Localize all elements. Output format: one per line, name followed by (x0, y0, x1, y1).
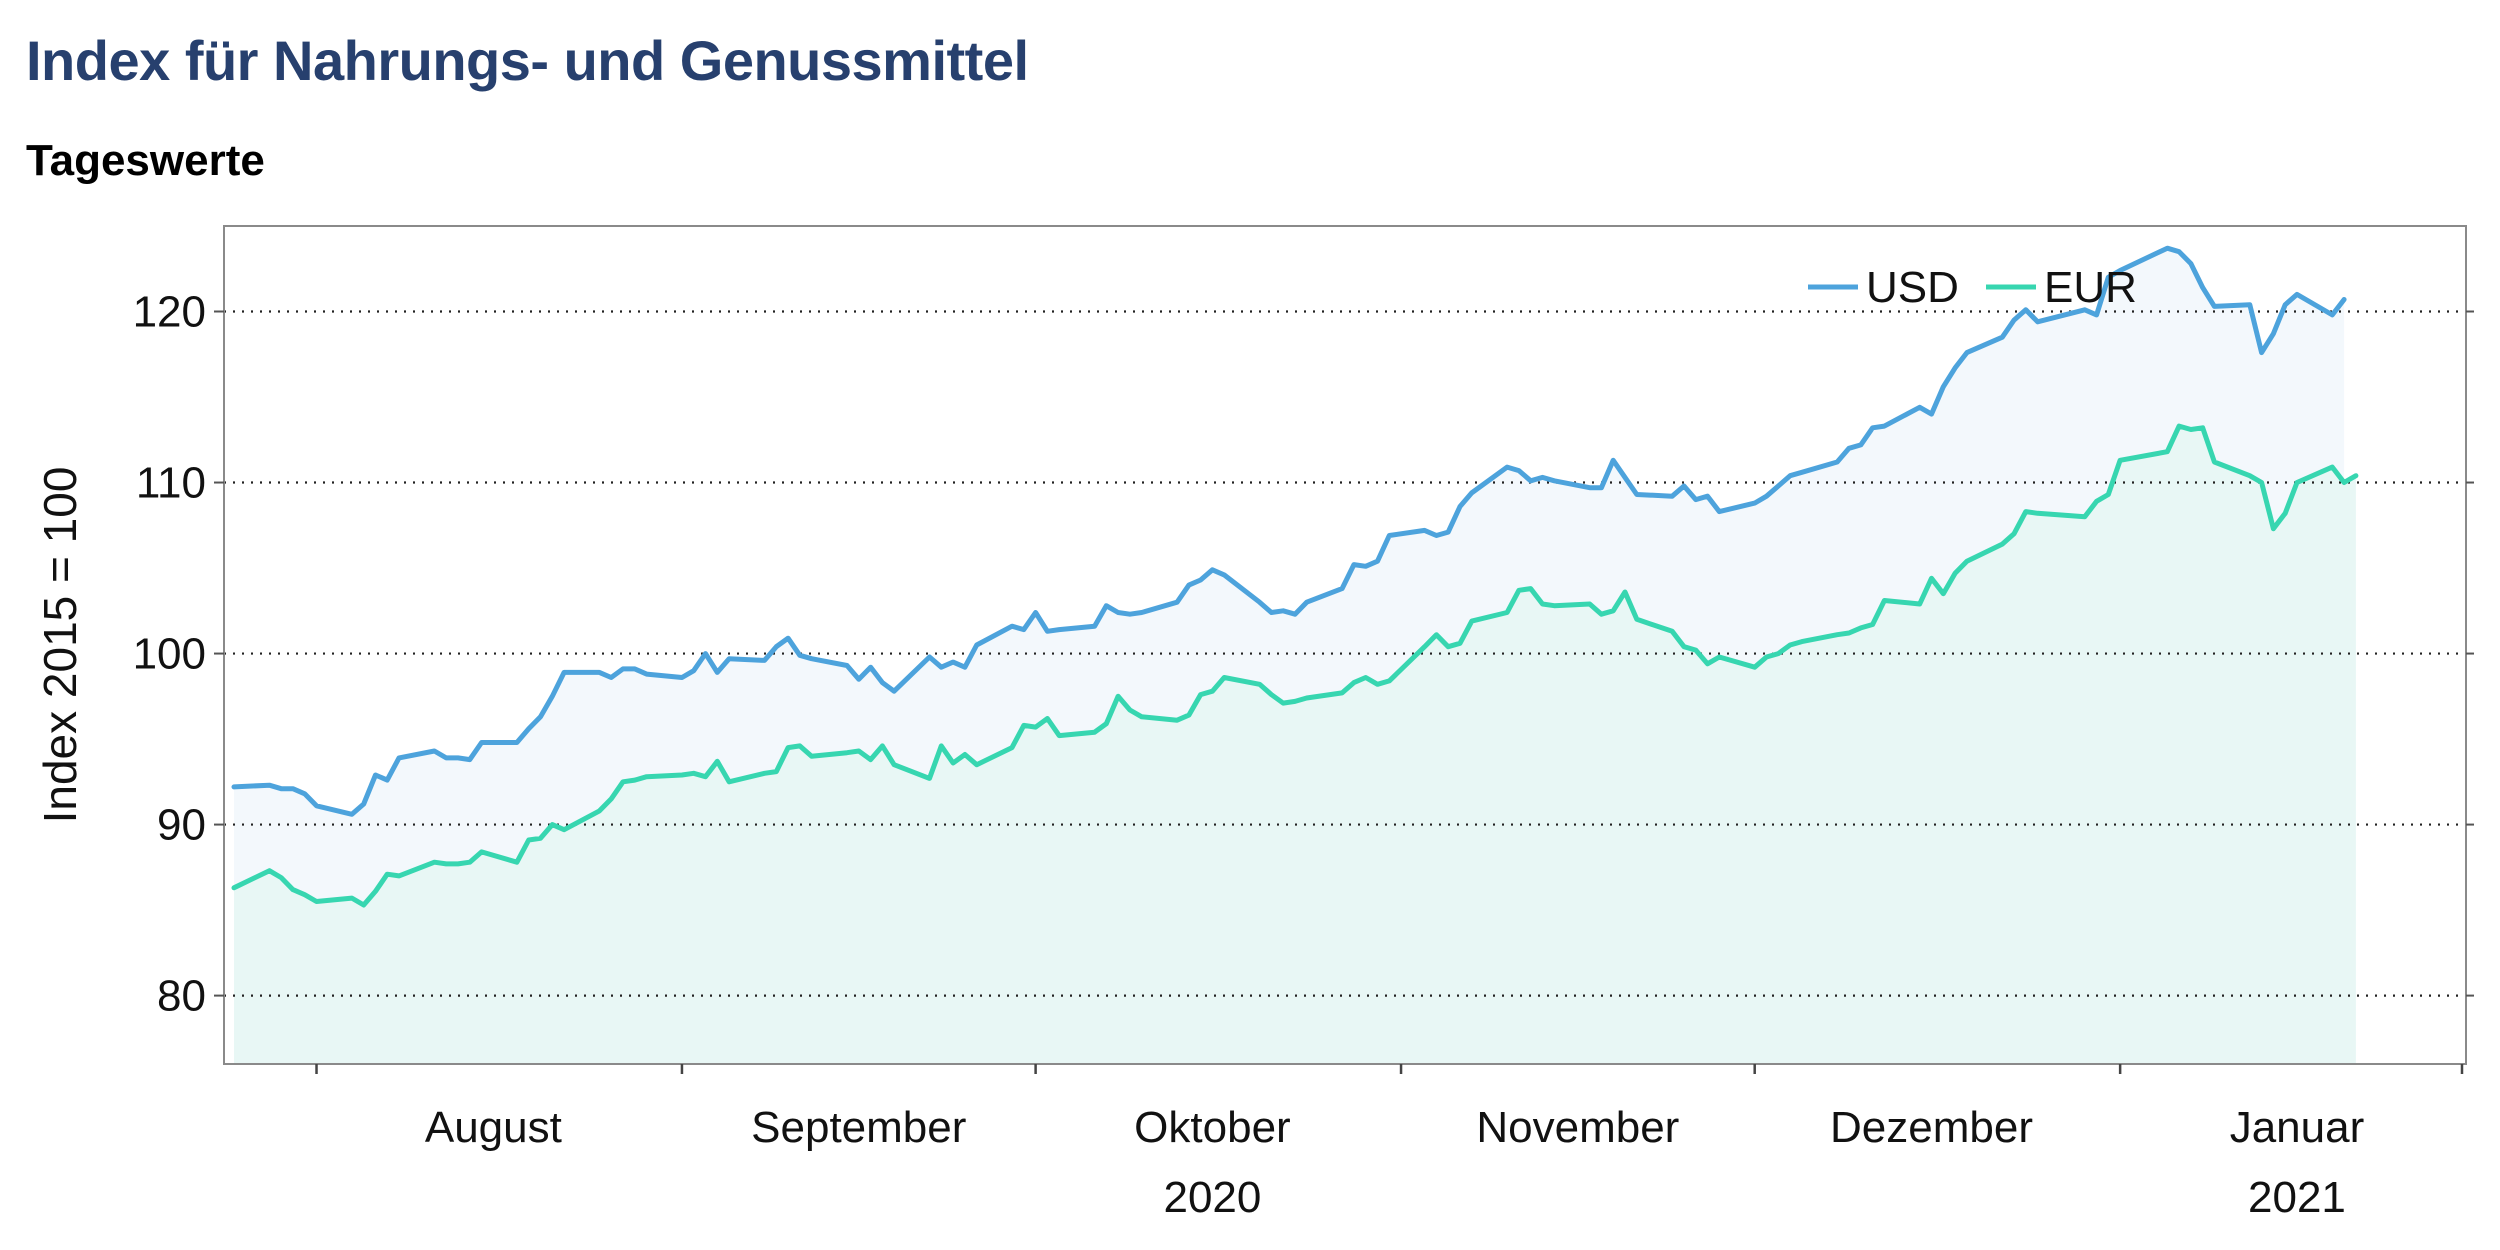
x-tick-label-oktober: Oktober (1134, 1103, 1291, 1152)
series-lines (231, 245, 2359, 908)
chart-title: Index für Nahrungs- und Genussmittel (26, 29, 1029, 92)
series-line-usd (231, 245, 2347, 817)
x-tick-label-august: August (425, 1103, 562, 1152)
y-tick-label-120: 120 (133, 288, 206, 337)
x-axis: August September Oktober November Dezember Ja… (315, 1064, 2464, 1222)
chart-subtitle: Tageswerte (26, 136, 265, 185)
area-fills (234, 248, 2356, 1065)
x-year-label-2021: 2021 (2248, 1173, 2346, 1222)
x-tick-label-dezember: Dezember (1830, 1103, 2033, 1152)
x-tick-label-september: September (751, 1103, 966, 1152)
y-axis-title: Index 2015 = 100 (34, 467, 86, 824)
area-eur (234, 426, 2356, 1065)
y-tick-label-80: 80 (157, 972, 206, 1021)
y-tick-label-100: 100 (133, 630, 206, 679)
x-tick-label-januar: Januar (2230, 1103, 2365, 1152)
y-tick-label-110: 110 (136, 459, 206, 508)
legend-usd-label: USD (1866, 263, 1959, 312)
legend-eur-label: EUR (2044, 263, 2137, 312)
x-tick-label-november: November (1476, 1103, 1679, 1152)
plot-frame (223, 225, 2467, 1065)
legend: USD EUR (1808, 263, 2137, 312)
series-line-eur (231, 423, 2359, 908)
y-tick-label-90: 90 (157, 801, 206, 850)
y-axis: 80 90 100 110 120 (133, 288, 2474, 1021)
x-year-label-2020: 2020 (1163, 1173, 1261, 1222)
